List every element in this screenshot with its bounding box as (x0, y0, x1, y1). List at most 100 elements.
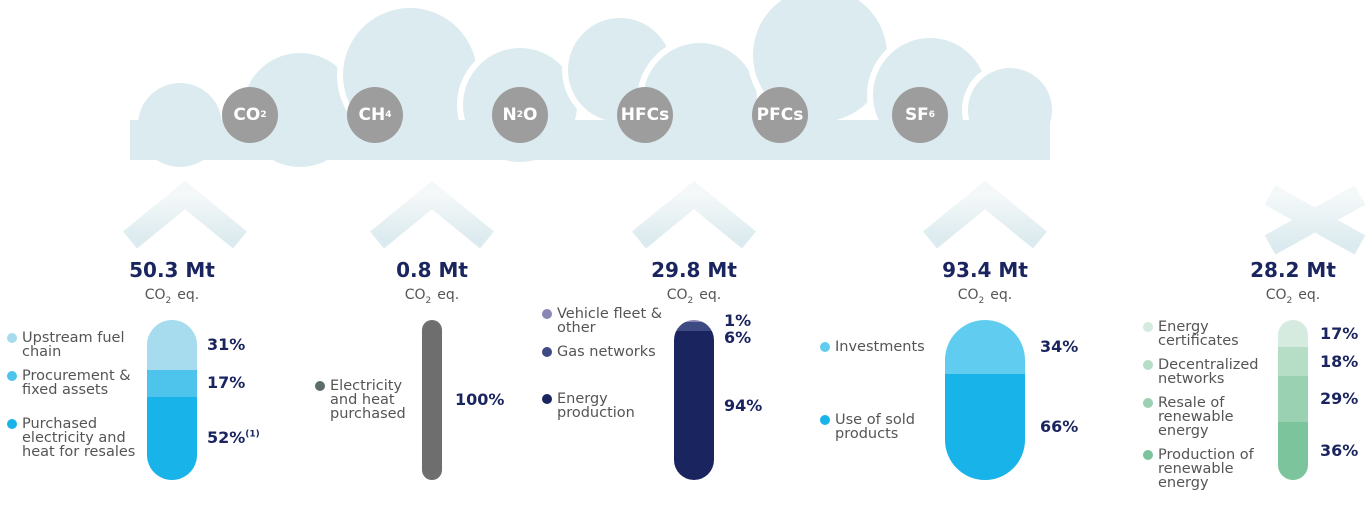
legend-dot (1143, 321, 1153, 332)
value-label: 1% (724, 311, 751, 330)
pill-segment (1278, 320, 1308, 348)
value-label: 17% (1320, 324, 1358, 343)
legend-label: Use of sold products (835, 412, 915, 443)
legend-dot (1143, 449, 1153, 460)
gas-name: N (502, 105, 517, 125)
pill-segment (674, 320, 714, 322)
gas-badge: PFCs (752, 87, 808, 143)
legend-item: Gas networks (542, 343, 667, 360)
legend-label: Investments (835, 339, 925, 356)
pill-segment (945, 320, 1025, 375)
unit-subscript: 2 (687, 296, 694, 306)
total: 50.3 Mt (129, 258, 215, 282)
pill (945, 320, 1025, 480)
value-text: 34% (1040, 337, 1079, 357)
legend-label: Gas networks (557, 343, 656, 360)
legend-label: Resale of renewable energy (1158, 394, 1234, 439)
gas-badge: CH 4 (347, 87, 403, 143)
legend-item: Electricity and heat purchased (315, 378, 430, 422)
value-text: 31% (207, 334, 246, 354)
value-label: 34% (1040, 337, 1078, 356)
unit-suffix: eq. (990, 287, 1013, 303)
value-text: 17% (207, 373, 246, 393)
unit: CO2 eq. (332, 287, 532, 306)
gas-name: HFCs (620, 105, 670, 125)
unit-subscript: 2 (165, 296, 172, 306)
pill (1278, 320, 1308, 480)
gas-name-end: O (523, 105, 538, 125)
legend-item: Energy certificates (1143, 319, 1268, 348)
legend-item: Vehicle fleet & other (542, 307, 667, 335)
pill-segment (147, 396, 197, 480)
gas-badge: HFCs (617, 87, 673, 143)
total: 93.4 Mt (942, 258, 1028, 282)
value-text: 29% (1320, 389, 1359, 409)
unit-suffix: eq. (699, 287, 722, 303)
legend-dot (542, 393, 552, 404)
value-label: 6% (724, 328, 751, 347)
unit: CO2 eq. (1193, 287, 1372, 306)
legend-dot (7, 419, 17, 430)
legend-item: Resale of renewable energy (1143, 394, 1268, 439)
legend-dot (7, 371, 17, 382)
value-text: 17% (1320, 323, 1359, 343)
gas-badge: SF 6 (892, 87, 948, 143)
unit-text: CO (1265, 287, 1287, 303)
value-label: 52%(1) (207, 428, 260, 447)
value-text: 94% (724, 395, 763, 415)
legend-label: Electricity and heat purchased (330, 378, 406, 422)
legend-label: Decentralized networks (1158, 356, 1259, 387)
unit-subscript: 2 (978, 296, 985, 306)
pill-segment (674, 321, 714, 332)
value-label: 31% (207, 335, 245, 354)
gas-name: CO (233, 105, 261, 125)
legend-dot (820, 342, 830, 353)
legend-dot (542, 346, 552, 357)
unit: CO2 eq. (594, 287, 794, 306)
unit-suffix: eq. (177, 287, 200, 303)
legend-dot (315, 381, 325, 391)
legend-item: Upstream fuel chain (7, 331, 137, 359)
legend-item: Production of renewable energy (1143, 446, 1268, 491)
value-text: 1% (724, 310, 752, 330)
unit-subscript: 2 (1286, 296, 1293, 306)
value-label: 36% (1320, 441, 1358, 460)
legend-item: Procurement & fixed assets (7, 369, 137, 397)
unit-text: CO (144, 287, 166, 303)
value-label: 18% (1320, 352, 1358, 371)
value-text: 6% (724, 327, 752, 347)
gas-subscript: 6 (928, 110, 936, 120)
gas-name: SF (904, 105, 929, 125)
value-label: 29% (1320, 389, 1358, 408)
legend-label: Production of renewable energy (1158, 446, 1254, 491)
value-label: 66% (1040, 417, 1078, 436)
gas-name: PFCs (756, 105, 804, 125)
value-text: 36% (1320, 441, 1359, 461)
pill-segment (674, 331, 714, 480)
gas-subscript: 2 (516, 110, 524, 120)
legend-dot (1143, 397, 1153, 408)
legend-item: Energy production (542, 391, 667, 420)
pill (422, 320, 442, 480)
legend-dot (1143, 359, 1153, 370)
legend-item: Decentralized networks (1143, 356, 1268, 387)
gas-badge: CO 2 (222, 87, 278, 143)
value-label: 94% (724, 396, 762, 415)
gas-subscript: 2 (260, 110, 267, 120)
gas-name: CH (358, 105, 386, 125)
pill-segment (147, 320, 197, 370)
value-label: 100% (455, 390, 504, 409)
pill-segment (945, 374, 1025, 480)
gas-subscript: 4 (385, 110, 392, 120)
pill-segment (422, 320, 442, 480)
unit-suffix: eq. (437, 287, 460, 303)
unit-subscript: 2 (425, 296, 432, 306)
total: 0.8 Mt (396, 258, 468, 282)
total: 29.8 Mt (651, 258, 737, 282)
footnote-mark: (1) (245, 430, 260, 441)
legend-dot (820, 415, 830, 426)
unit: CO2 eq. (72, 287, 272, 306)
unit-text: CO (666, 287, 688, 303)
